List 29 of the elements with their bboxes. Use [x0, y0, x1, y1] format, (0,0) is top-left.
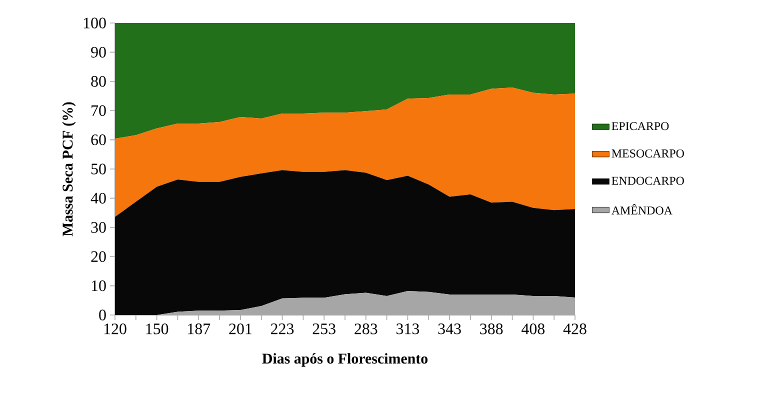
y-axis-title: Massa Seca PCF (%) — [62, 102, 76, 236]
x-tick-label: 253 — [312, 324, 336, 334]
x-tick-label: 150 — [146, 324, 168, 334]
y-tick-label: 20 — [91, 251, 106, 262]
y-tick-label: 10 — [92, 280, 106, 292]
x-tick-label: 187 — [188, 324, 210, 334]
x-tick-label: 283 — [354, 324, 378, 334]
x-tick-label: 428 — [563, 324, 586, 334]
x-tick-label: 343 — [438, 324, 461, 334]
legend-label: ENDOCARPO — [612, 176, 684, 185]
y-tick-label: 80 — [91, 76, 106, 87]
x-tick-label: 120 — [104, 324, 126, 334]
y-tick-label: 40 — [90, 192, 106, 204]
y-tick-label: 30 — [91, 222, 106, 233]
legend-label: EPICARPO — [612, 122, 669, 130]
x-tick-label: 313 — [396, 324, 420, 334]
y-tick-label: 50 — [91, 164, 106, 174]
x-tick-label: 201 — [229, 324, 252, 334]
x-axis-title: Dias após o Florescimento — [262, 353, 428, 367]
legend-label: MESOCARPO — [612, 149, 684, 158]
x-tick-label: 408 — [522, 324, 545, 334]
y-tick-label: 60 — [91, 134, 106, 146]
y-tick-label: 70 — [92, 105, 106, 116]
legend-label: AMÊNDOA — [612, 204, 672, 215]
y-tick-label: 0 — [99, 310, 106, 320]
y-tick-label: 100 — [84, 18, 106, 28]
y-tick-label: 90 — [91, 46, 106, 58]
x-tick-label: 388 — [480, 324, 503, 334]
x-tick-label: 223 — [271, 324, 294, 334]
